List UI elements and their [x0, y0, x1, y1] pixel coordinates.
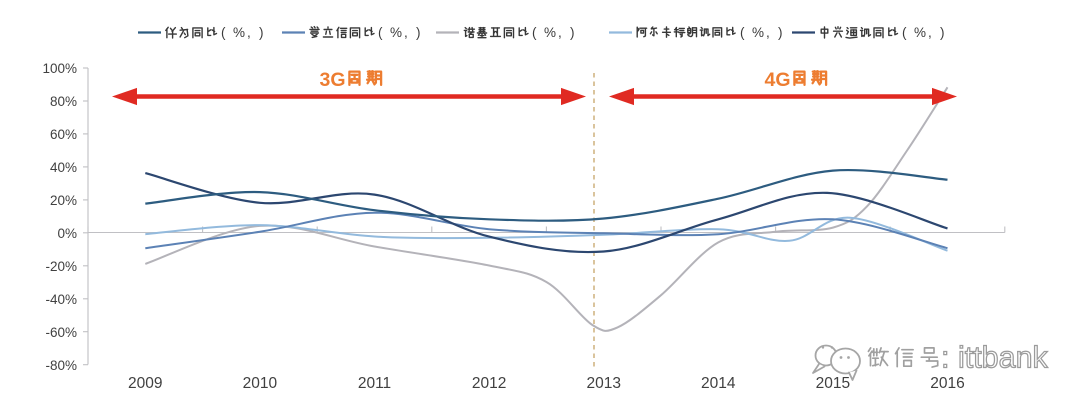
svg-text:20%: 20%	[50, 193, 77, 208]
svg-text:2011: 2011	[358, 375, 391, 392]
svg-text:(%,): (%,)	[378, 25, 421, 40]
svg-text:(%,): (%,)	[740, 25, 783, 40]
svg-text:2012: 2012	[472, 375, 506, 392]
svg-text:-80%: -80%	[45, 358, 77, 373]
svg-text:2009: 2009	[128, 375, 162, 392]
svg-text:80%: 80%	[50, 94, 77, 109]
svg-text:(%,): (%,)	[532, 25, 575, 40]
svg-text:2016: 2016	[930, 375, 964, 392]
svg-text:60%: 60%	[50, 127, 77, 142]
svg-text:: ittbank: : ittbank	[941, 341, 1049, 375]
svg-text:-40%: -40%	[45, 292, 77, 307]
svg-text:100%: 100%	[42, 61, 77, 76]
svg-text:(%,): (%,)	[221, 25, 264, 40]
svg-text:3G: 3G	[320, 69, 346, 91]
svg-text:2014: 2014	[701, 375, 736, 392]
svg-text:2013: 2013	[586, 375, 620, 392]
svg-text:2015: 2015	[816, 375, 850, 392]
svg-text:2010: 2010	[243, 375, 278, 392]
svg-text:-20%: -20%	[45, 259, 77, 274]
svg-text:0%: 0%	[57, 226, 77, 241]
svg-text:-60%: -60%	[45, 325, 77, 340]
svg-text:40%: 40%	[50, 160, 77, 175]
svg-text:(%,): (%,)	[902, 25, 945, 40]
svg-text:4G: 4G	[765, 69, 791, 91]
